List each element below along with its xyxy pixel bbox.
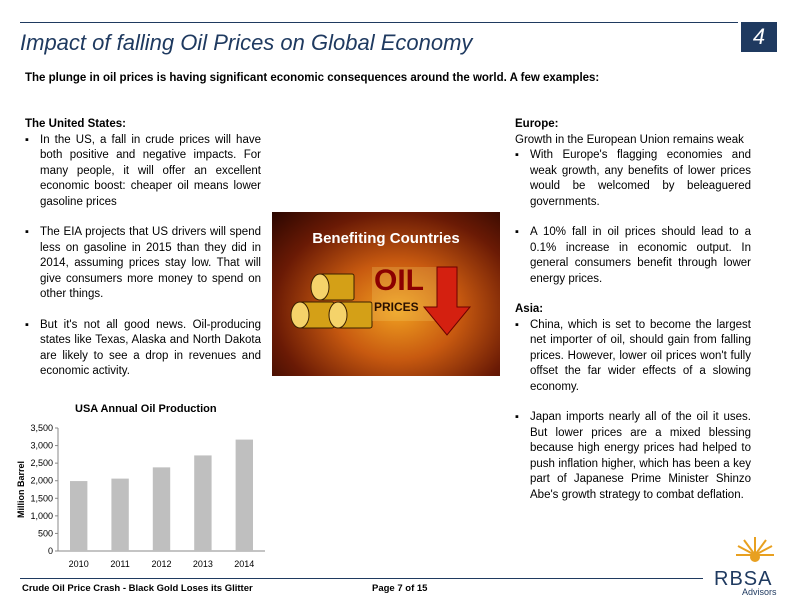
bar [111, 478, 129, 551]
footer-page-number: Page 7 of 15 [372, 583, 428, 594]
europe-bullet-list: With Europe's flagging economies and wea… [515, 148, 751, 287]
us-heading: The United States: [25, 118, 126, 130]
prices-text: PRICES [374, 300, 419, 314]
us-bullet-list: In the US, a fall in crude prices will h… [25, 133, 261, 380]
x-tick-label: 2013 [193, 559, 213, 569]
down-arrow-icon [422, 266, 472, 336]
bar [70, 481, 88, 551]
list-item: In the US, a fall in crude prices will h… [25, 133, 261, 211]
europe-asia-section: Europe: Growth in the European Union rem… [515, 117, 751, 518]
y-tick-label: 2,000 [30, 476, 53, 486]
footer-rule [20, 578, 703, 579]
y-tick-label: 3,000 [30, 441, 53, 451]
header-rule [20, 22, 738, 23]
y-tick-label: 3,500 [30, 423, 53, 433]
image-caption: Benefiting Countries [312, 230, 460, 247]
logo-name: RBSA [714, 568, 772, 590]
list-item: China, which is set to become the larges… [515, 318, 751, 396]
rbsa-logo: RBSA Advisors [700, 535, 800, 600]
list-item: A 10% fall in oil prices should lead to … [515, 225, 751, 287]
list-item: The EIA projects that US drivers will sp… [25, 225, 261, 303]
list-item: But it's not all good news. Oil-producin… [25, 318, 261, 380]
oil-barrels-graphic [290, 266, 472, 336]
list-item: With Europe's flagging economies and wea… [515, 148, 751, 210]
x-tick-label: 2010 [69, 559, 89, 569]
bar [194, 455, 212, 551]
chart-title: USA Annual Oil Production [75, 403, 217, 415]
europe-heading: Europe: [515, 118, 559, 130]
x-tick-label: 2014 [234, 559, 254, 569]
bar [152, 467, 171, 551]
us-section: The United States: In the US, a fall in … [25, 117, 261, 395]
y-tick-label: 500 [38, 528, 53, 538]
logo-sub: Advisors [742, 587, 777, 597]
intro-text: The plunge in oil prices is having signi… [25, 72, 600, 84]
oil-production-chart: 0 500 1,000 1,500 2,000 2,500 3,000 3,500 2010 20… [16, 423, 265, 569]
europe-subheading: Growth in the European Union remains wea… [515, 133, 744, 146]
y-tick-label: 1,000 [30, 511, 53, 521]
y-tick-label: 1,500 [30, 493, 53, 503]
y-tick-label: 2,500 [30, 458, 53, 468]
oil-text: OIL [374, 264, 424, 297]
list-item: Japan imports nearly all of the oil it u… [515, 410, 751, 503]
y-tick-label: 0 [48, 546, 53, 556]
y-axis-label: Million Barrel [16, 461, 26, 518]
bar [235, 439, 253, 551]
asia-bullet-list: China, which is set to become the larges… [515, 318, 751, 504]
x-tick-label: 2011 [110, 559, 129, 569]
oil-prices-image: Benefiting Countries OIL PRICES [272, 212, 500, 376]
x-tick-label: 2012 [151, 559, 171, 569]
page-title: Impact of falling Oil Prices on Global E… [20, 30, 473, 55]
asia-heading: Asia: [515, 303, 544, 315]
page-number-badge: 4 [741, 22, 777, 52]
sun-icon: RBSA Advisors [714, 537, 777, 597]
footer-title: Crude Oil Price Crash - Black Gold Loses… [22, 583, 253, 594]
